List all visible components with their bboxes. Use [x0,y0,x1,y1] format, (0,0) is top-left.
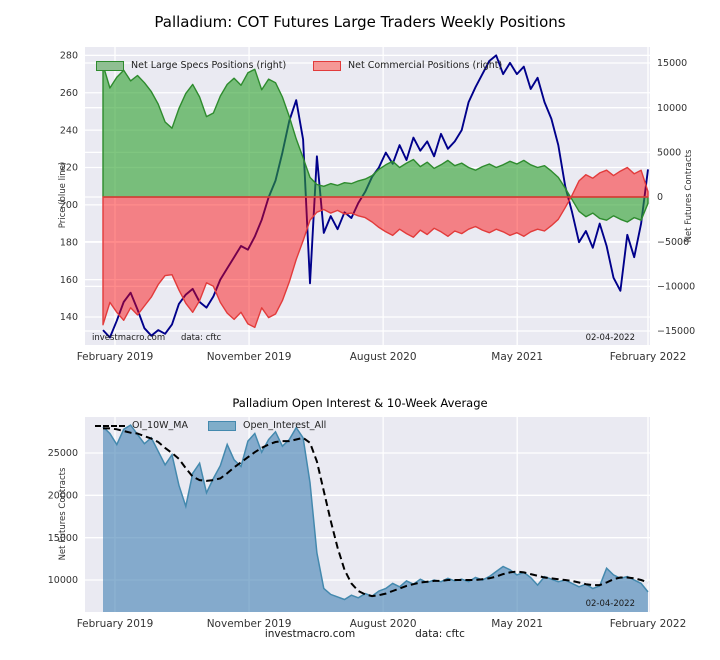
chart1-tick-labels: 140 160 180 200 220 240 260 280 −15000 −10000 −500… [60,51,695,363]
y-left-tick-label: 15000 [48,533,78,544]
chart1-source-data: data: cftc [181,333,222,343]
y-right-tick-label: 5000 [657,148,681,159]
net_commercials-area [102,166,649,329]
chart1-date: 02-04-2022 [585,333,635,343]
x-tick-label: November 2019 [207,618,292,630]
y-left-tick-label: 20000 [48,491,78,502]
y-right-tick-label: −15000 [657,326,695,337]
open_interest_all-edge [102,424,649,601]
y-left-tick-label: 180 [60,237,78,248]
chart2-legend-oi: Open_Interest_All [208,420,326,431]
y-left-tick-label: 200 [60,200,78,211]
x-tick-label: February 2022 [610,351,687,363]
chart1-legend-specs: Net Large Specs Positions (right) [96,60,286,71]
y-right-tick-label: 0 [657,192,663,203]
oi-legend-swatch-icon [208,420,236,431]
y-right-tick-label: 10000 [657,103,687,114]
y-left-tick-label: 25000 [48,448,78,459]
chart2-plot: 10000 15000 20000 25000 February 2019 Novembe… [48,417,687,630]
chart2-title: Palladium Open Interest & 10-Week Averag… [232,396,488,410]
y-left-tick-label: 160 [60,275,78,286]
chart2-left-axis-label: Net Futures Contracts [58,467,68,561]
y-left-tick-label: 240 [60,125,78,136]
commercials-legend-label: Net Commercial Positions (right) [348,60,503,71]
chart2-date: 02-04-2022 [585,599,635,609]
y-left-tick-label: 260 [60,88,78,99]
x-tick-label: February 2019 [77,618,154,630]
ma-legend-label: OI_10W_MA [132,420,188,431]
specs-legend-label: Net Large Specs Positions (right) [131,60,287,71]
y-left-tick-label: 10000 [48,575,78,586]
ma-legend-dash-icon [95,424,125,427]
oi-legend-label: Open_Interest_All [243,420,327,431]
chart1-title: Palladium: COT Futures Large Traders Wee… [154,13,566,31]
x-tick-label: November 2019 [207,351,292,363]
specs-legend-swatch-icon [96,60,124,71]
net_large_specs-area [102,64,649,223]
chart1-left-axis-label: Price (blue line) [58,161,68,229]
x-tick-label: May 2021 [491,351,543,363]
commercials-legend-swatch-icon [313,60,341,71]
x-tick-label: February 2019 [77,351,154,363]
chart1-grid [85,47,650,345]
chart2-legend-ma: OI_10W_MA [95,420,188,431]
open_interest_all-area [103,425,648,612]
chart1-plot: 140 160 180 200 220 240 260 280 −15000 −10000 −500… [60,47,695,363]
x-tick-label: May 2021 [491,618,543,630]
chart2-tick-labels: 10000 15000 20000 25000 February 2019 Novembe… [48,448,687,630]
y-right-tick-label: −5000 [657,237,689,248]
x-tick-label: August 2020 [350,618,417,630]
chart1-source-site: investmacro.com [92,333,166,343]
y-right-tick-label: −10000 [657,282,695,293]
y-left-tick-label: 220 [60,163,78,174]
oi_10w_ma-line [103,427,649,598]
footer-site: investmacro.com [264,628,356,640]
x-tick-label: August 2020 [350,351,417,363]
chart1-legend-commercials: Net Commercial Positions (right) [313,60,502,71]
footer-source: data: cftc [415,628,465,640]
chart1-right-axis-label: Net Futures Contracts [684,149,694,243]
y-left-tick-label: 140 [60,312,78,323]
y-left-tick-label: 280 [60,51,78,62]
y-right-tick-label: 15000 [657,58,687,69]
x-tick-label: February 2022 [610,618,687,630]
